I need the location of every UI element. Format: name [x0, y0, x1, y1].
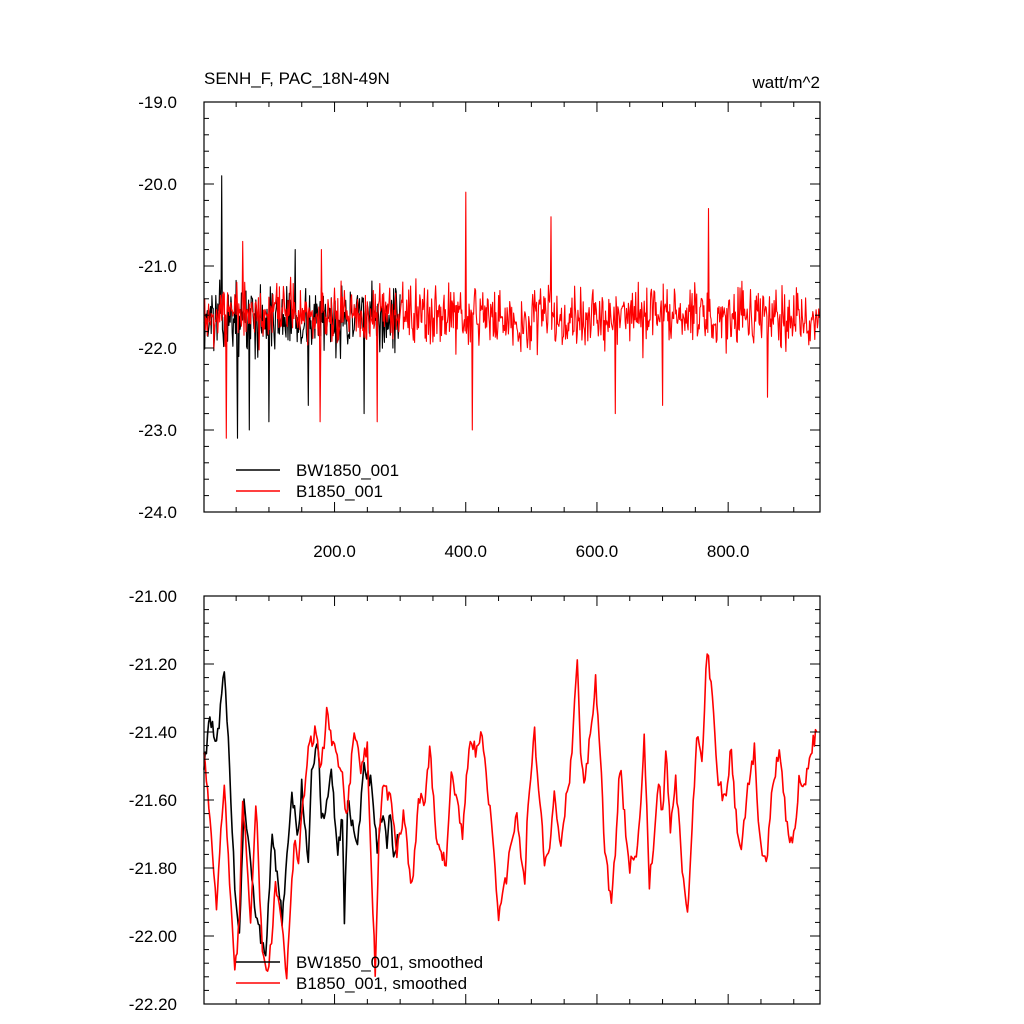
legend-label-1: B1850_001: [296, 482, 383, 501]
y-tick-label: -21.00: [129, 587, 177, 606]
y-tick-label: -22.20: [129, 995, 177, 1014]
y-tick-label: -21.20: [129, 655, 177, 674]
x-tick-label: 200.0: [313, 542, 356, 561]
y-tick-label: -21.40: [129, 723, 177, 742]
chart-title: SENH_F, PAC_18N-49N: [204, 69, 390, 88]
y-tick-label: -20.0: [138, 175, 177, 194]
y-tick-label: -21.80: [129, 859, 177, 878]
plot-frame: [203, 101, 821, 513]
series-line-1: [203, 653, 818, 980]
plot-frame: [203, 595, 821, 1005]
x-tick-label: 800.0: [707, 542, 750, 561]
y-tick-label: -24.0: [138, 503, 177, 522]
legend-label-0: BW1850_001: [296, 461, 399, 480]
top-panel: SENH_F, PAC_18N-49N watt/m^2 -19.0 -20.0 -…: [138, 69, 821, 561]
series-line-1: [203, 191, 821, 439]
legend-label-0: BW1850_001, smoothed: [296, 953, 483, 972]
series-line-0: [203, 671, 399, 957]
y-tick-label: -23.0: [138, 421, 177, 440]
bottom-panel: -21.00 -21.20 -21.40 -21.60 -21.80 -22.00 -22.…: [129, 587, 821, 1014]
y-tick-label: -19.0: [138, 93, 177, 112]
y-tick-label: -21.60: [129, 791, 177, 810]
y-tick-label: -21.0: [138, 257, 177, 276]
y-tick-label: -22.0: [138, 339, 177, 358]
legend-label-1: B1850_001, smoothed: [296, 974, 467, 993]
y-tick-label: -22.00: [129, 927, 177, 946]
units-label: watt/m^2: [752, 73, 821, 92]
x-tick-label: 400.0: [444, 542, 487, 561]
x-tick-label: 600.0: [576, 542, 619, 561]
series-line-0: [203, 175, 401, 439]
